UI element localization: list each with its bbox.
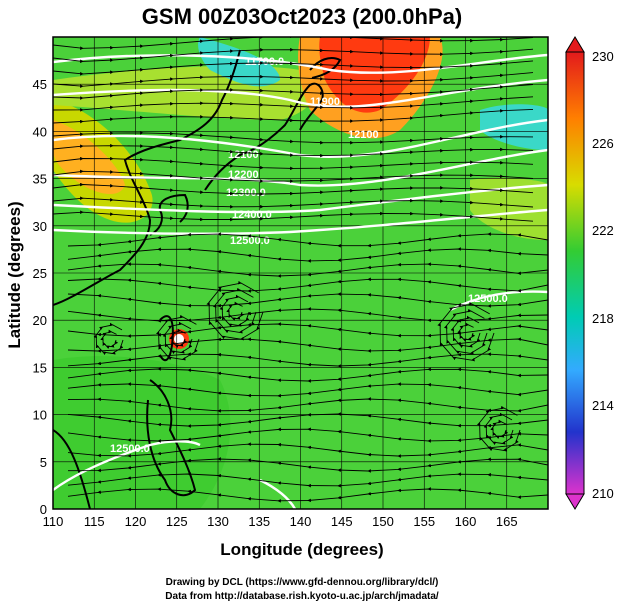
x-tick-label: 130 (207, 514, 229, 529)
x-tick-label: 135 (248, 514, 270, 529)
x-tick-label: 115 (84, 514, 105, 529)
x-tick-label: 120 (125, 514, 147, 529)
colorbar-label: 226 (592, 136, 614, 151)
colorbar: 230 226 222 218 214 210 (565, 36, 614, 510)
streamline (53, 196, 534, 209)
map-plot-area: 11700.0 11900 12100 12200 12300.0 12400.… (53, 37, 548, 509)
y-tick-label: 25 (33, 266, 47, 281)
streamline (93, 322, 124, 356)
streamline (206, 280, 264, 341)
x-axis-ticks: 110 115 120 125 130 135 140 145 150 155 160 165 (43, 514, 518, 529)
y-tick-label: 0 (40, 502, 47, 517)
streamline (67, 247, 548, 263)
y-tick-label: 15 (33, 360, 47, 375)
y-tick-label: 20 (33, 313, 47, 328)
streamline (67, 367, 548, 383)
x-tick-label: 125 (166, 514, 188, 529)
x-tick-label: 110 (43, 514, 64, 529)
y-axis-label: Latitude (degrees) (5, 201, 24, 348)
streamline (437, 301, 495, 362)
colorbar-label: 214 (592, 398, 614, 413)
y-tick-label: 30 (33, 219, 47, 234)
streamline (67, 397, 548, 413)
y-tick-label: 40 (33, 124, 47, 139)
contour-label: 11700.0 (245, 56, 284, 68)
streamline (53, 108, 534, 124)
field-green-south (53, 356, 231, 509)
streamline (53, 182, 534, 196)
colorbar-bottom-arrow (565, 493, 585, 510)
x-tick-label: 150 (372, 514, 394, 529)
plot-frame (52, 36, 549, 510)
colorbar-top-arrow (565, 36, 585, 53)
y-tick-label: 35 (33, 172, 47, 187)
streamline (67, 262, 548, 278)
streamline (155, 314, 200, 361)
streamline (53, 96, 534, 112)
colorbar-label: 230 (592, 49, 614, 64)
streamline (67, 382, 548, 398)
streamline (67, 442, 548, 458)
streamline (67, 277, 548, 293)
contour-label: 12500.0 (468, 293, 508, 305)
x-tick-label: 145 (331, 514, 353, 529)
contour-label: 12300.0 (226, 187, 266, 199)
contour-label: 12200 (228, 169, 259, 181)
streamline (67, 457, 548, 473)
x-tick-label: 140 (290, 514, 312, 529)
wind-streamlines (53, 37, 548, 503)
streamline (67, 472, 548, 488)
contour-label: 12100 (228, 149, 259, 161)
map-title: GSM 00Z03Oct2023 (200.0hPa) (142, 4, 462, 29)
credit-data: Data from http://database.rish.kyoto-u.a… (165, 591, 439, 602)
contour-label: 12500.0 (110, 443, 150, 455)
contour-label: 11900 (310, 96, 340, 108)
streamline (476, 405, 521, 452)
contour-label: 12500.0 (230, 235, 270, 247)
streamline (53, 169, 534, 183)
y-tick-label: 10 (33, 408, 47, 423)
contour-label: 12100 (348, 129, 379, 141)
streamline (67, 427, 548, 443)
streamline (53, 60, 534, 76)
streamline (67, 232, 548, 248)
colorbar-label: 210 (592, 486, 614, 501)
credit-drawing: Drawing by DCL (https://www.gfd-dennou.o… (166, 577, 439, 588)
streamline (53, 131, 534, 145)
x-tick-label: 155 (413, 514, 435, 529)
streamline (67, 412, 548, 428)
y-axis-ticks: 0 5 10 15 20 25 30 35 40 45 (33, 77, 47, 517)
x-tick-label: 165 (496, 514, 518, 529)
colorbar-label: 218 (592, 311, 614, 326)
streamline (53, 156, 534, 171)
colorbar-label: 222 (592, 223, 614, 238)
streamline (67, 487, 548, 503)
streamline (53, 210, 534, 222)
streamline (53, 37, 534, 50)
streamline (53, 84, 534, 100)
y-tick-label: 5 (40, 455, 47, 470)
streamline (53, 47, 534, 64)
coast-indochina (53, 429, 91, 509)
x-axis-label: Longitude (degrees) (220, 540, 383, 559)
x-tick-label: 160 (455, 514, 477, 529)
colorbar-gradient (565, 51, 585, 495)
y-tick-label: 45 (33, 77, 47, 92)
streamline (53, 72, 534, 89)
streamline (53, 143, 534, 158)
